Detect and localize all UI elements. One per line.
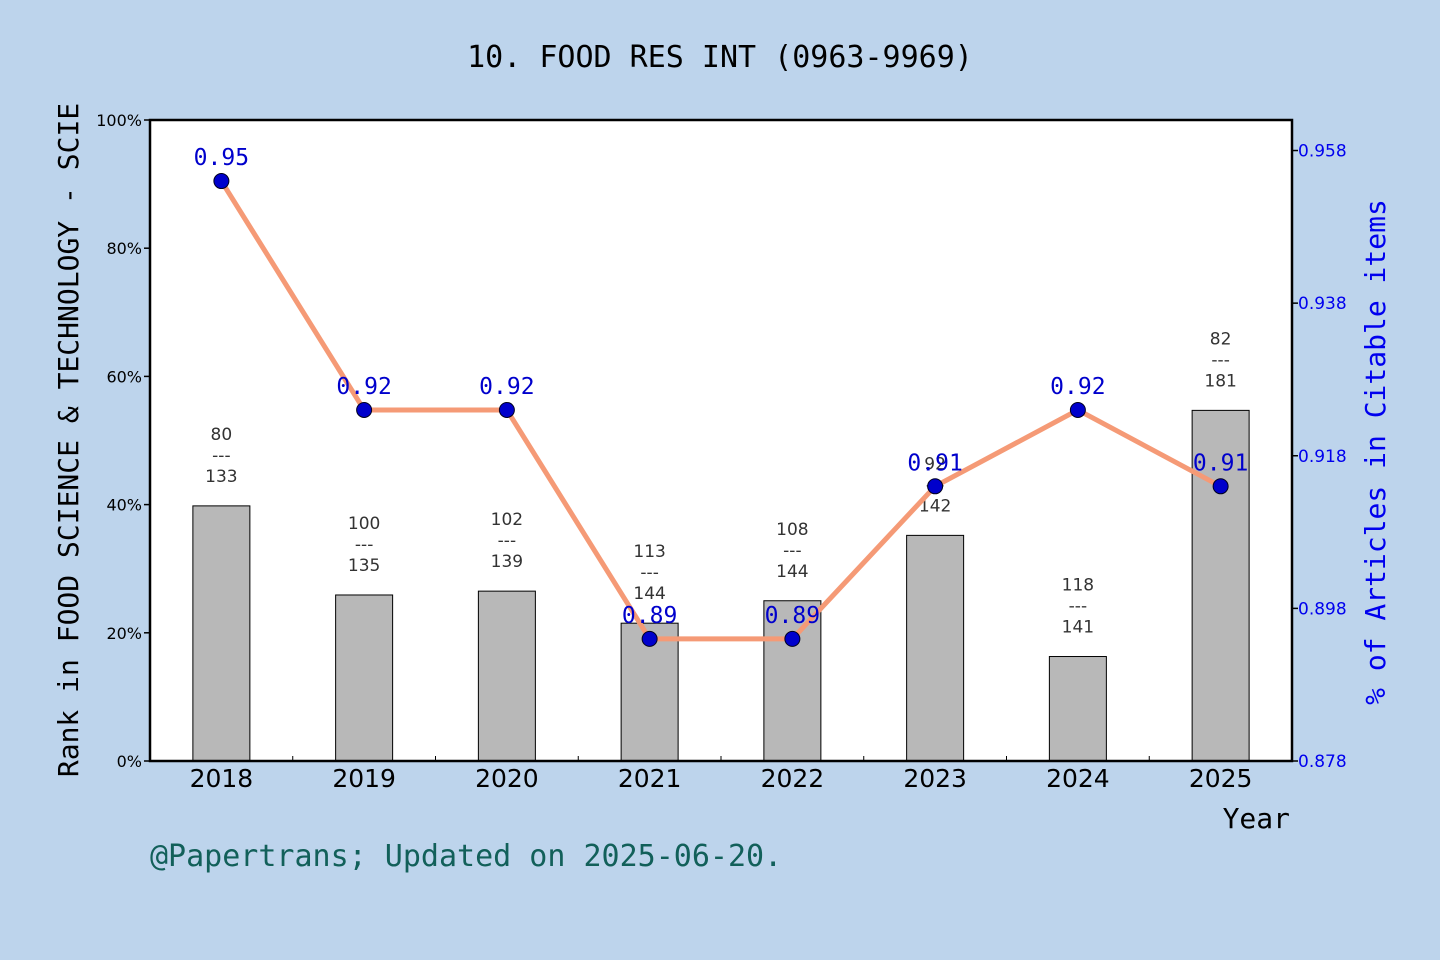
x-tick-label: 2021 (618, 764, 682, 793)
y2-tick-label: 0.898 (1298, 599, 1347, 619)
bar-2023 (906, 534, 965, 762)
footer-note: @Papertrans; Updated on 2025-06-20. (150, 839, 782, 874)
bar-separator-label: --- (212, 446, 230, 466)
bar-separator-label: --- (355, 535, 373, 555)
x-tick-label: 2022 (761, 764, 825, 793)
y-tick-label: 20% (106, 624, 142, 643)
bar-rank-label: 118 (1062, 576, 1094, 596)
bar-2025 (1191, 409, 1250, 762)
x-tick-label: 2023 (903, 764, 967, 793)
bar-rank-label: 80 (211, 425, 233, 445)
x-tick-label: 2025 (1189, 764, 1253, 793)
line-point-2019 (356, 401, 373, 418)
bar-total-label: 135 (348, 556, 380, 576)
axes-layer: 0% 20% 40% 60% 80% 100% 0.878 0.898 0.918 0.938 0.… (96, 111, 1346, 793)
bar-2018 (192, 505, 251, 762)
line-point-2024 (1069, 401, 1086, 418)
bar-separator-label: --- (1211, 350, 1229, 370)
bar-separator-label: --- (783, 541, 801, 561)
bar-2019 (335, 594, 394, 762)
y-axis-title: Rank in FOOD SCIENCE & TECHNOLOGY - SCIE (52, 103, 85, 777)
bar-total-label: 181 (1204, 371, 1236, 391)
line-point-label: 0.95 (194, 145, 249, 171)
y-tick-label: 80% (106, 239, 142, 258)
y2-tick-label: 0.878 (1298, 752, 1347, 772)
line-point-label: 0.92 (479, 374, 534, 400)
x-tick-label: 2019 (332, 764, 396, 793)
bar-total-label: 144 (776, 562, 808, 582)
bar-separator-label: --- (1069, 597, 1087, 617)
x-tick-label: 2020 (475, 764, 539, 793)
line-point-label: 0.91 (1193, 450, 1248, 476)
line-series-path (219, 179, 1222, 642)
bar-rank-label: 113 (633, 542, 665, 562)
y2-tick-label: 0.918 (1298, 447, 1347, 467)
line-point-2020 (498, 401, 515, 418)
y-tick-label: 0% (117, 752, 142, 771)
bar-2022 (763, 600, 822, 762)
line-layer: 0.95 0.92 0.92 0.89 0.89 0.91 0.92 0.91 (194, 145, 1248, 647)
line-point-2023 (927, 478, 944, 495)
line-point-label: 0.89 (622, 603, 677, 629)
y2-tick-label: 0.958 (1298, 142, 1347, 162)
x-axis-title: Year (1223, 802, 1290, 835)
y-tick-label: 40% (106, 496, 142, 515)
y-tick-label: 60% (106, 367, 142, 386)
line-point-2022 (784, 630, 801, 647)
bar-2024 (1048, 656, 1107, 762)
bar-rank-label: 82 (1210, 329, 1232, 349)
line-point-2021 (641, 630, 658, 647)
bar-2020 (477, 590, 536, 762)
bar-rank-label: 102 (491, 510, 523, 530)
line-point-label: 0.89 (765, 603, 820, 629)
y-tick-label: 100% (96, 111, 142, 130)
bar-separator-label: --- (640, 563, 658, 583)
line-point-2025 (1212, 478, 1229, 495)
bar-total-label: 133 (205, 467, 237, 487)
line-point-label: 0.91 (907, 450, 962, 476)
chart-title: 10. FOOD RES INT (0963-9969) (467, 40, 973, 75)
x-tick-label: 2024 (1046, 764, 1110, 793)
plot-area (150, 120, 1292, 761)
bar-total-label: 144 (633, 584, 665, 604)
bar-separator-label: --- (498, 531, 516, 551)
bar-total-label: 142 (919, 496, 951, 516)
bar-rank-label: 92 (924, 454, 946, 474)
bar-total-label: 139 (491, 552, 523, 572)
x-tick-label: 2018 (190, 764, 254, 793)
y2-tick-label: 0.938 (1298, 294, 1347, 314)
line-point-label: 0.92 (336, 374, 391, 400)
bar-rank-label: 108 (776, 520, 808, 540)
line-point-2018 (213, 173, 230, 190)
y2-axis-title: % of Articles in Citable items (1359, 199, 1392, 705)
line-point-label: 0.92 (1050, 374, 1105, 400)
bar-total-label: 141 (1062, 618, 1094, 638)
bar-rank-label: 100 (348, 514, 380, 534)
